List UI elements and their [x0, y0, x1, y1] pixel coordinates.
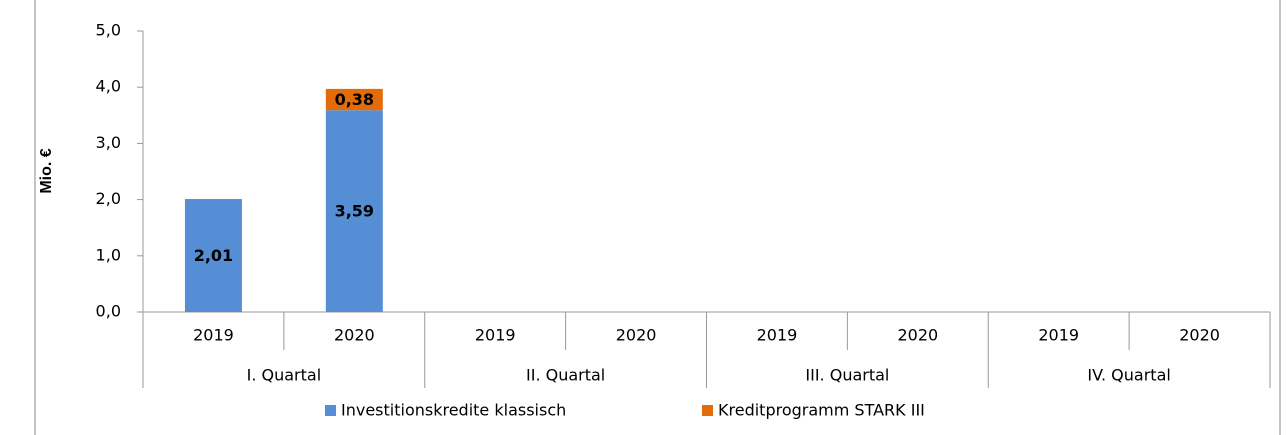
- x-tick-label: 2019: [193, 326, 234, 345]
- y-tick-label: 5,0: [96, 21, 121, 40]
- legend-label: Kreditprogramm STARK III: [718, 401, 925, 420]
- group-label: I. Quartal: [247, 366, 322, 385]
- x-tick-label: 2019: [757, 326, 798, 345]
- x-tick-label: 2020: [334, 326, 375, 345]
- y-tick-label: 1,0: [96, 245, 121, 264]
- data-label: 2,01: [194, 246, 233, 265]
- bar-segment: [184, 199, 242, 312]
- y-tick-label: 2,0: [96, 189, 121, 208]
- y-tick-label: 0,0: [96, 302, 121, 321]
- x-tick-label: 2020: [616, 326, 657, 345]
- group-label: IV. Quartal: [1087, 366, 1170, 385]
- legend-label: Investitionskredite klassisch: [341, 401, 566, 420]
- legend-swatch: [325, 405, 336, 416]
- data-label: 3,59: [335, 202, 374, 221]
- x-tick-label: 2020: [1179, 326, 1220, 345]
- chart-frame: [34, 0, 1281, 435]
- y-tick-label: 3,0: [96, 133, 121, 152]
- bar-segment: [325, 88, 383, 111]
- x-tick-label: 2019: [475, 326, 516, 345]
- bar-segment: [325, 110, 383, 312]
- legend-swatch: [702, 405, 713, 416]
- y-tick-label: 4,0: [96, 77, 121, 96]
- group-label: III. Quartal: [805, 366, 889, 385]
- data-label: 0,38: [335, 90, 374, 109]
- y-axis-label: Mio. €: [38, 148, 55, 193]
- group-label: II. Quartal: [526, 366, 605, 385]
- x-tick-label: 2020: [897, 326, 938, 345]
- x-tick-label: 2019: [1038, 326, 1079, 345]
